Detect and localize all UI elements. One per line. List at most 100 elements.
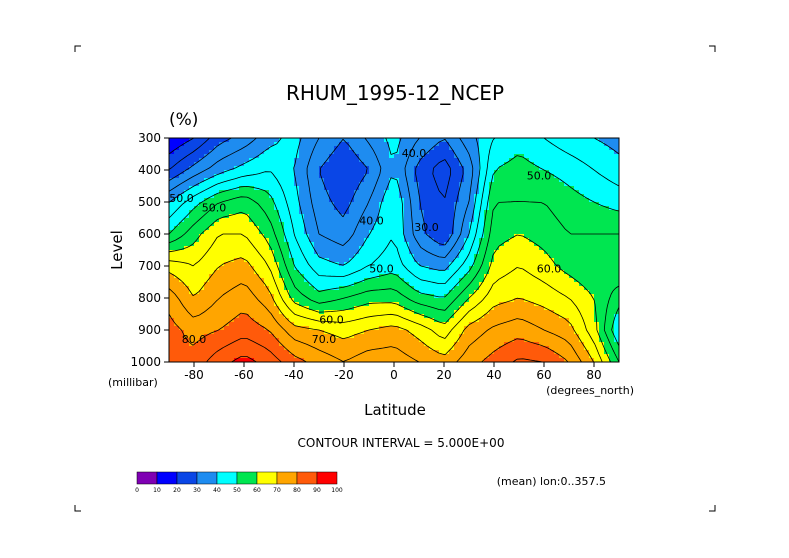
contour-fill-cell <box>229 194 235 199</box>
contour-fill-cell <box>189 346 195 351</box>
contour-fill-cell <box>379 330 385 335</box>
contour-fill-cell <box>494 326 500 331</box>
contour-fill-cell <box>384 282 390 287</box>
contour-fill-cell <box>589 274 595 279</box>
contour-fill-cell <box>179 230 185 235</box>
contour-fill-cell <box>334 294 340 299</box>
contour-fill-cell <box>309 330 315 335</box>
contour-fill-cell <box>384 310 390 315</box>
contour-fill-cell <box>349 282 355 287</box>
contour-fill-cell <box>169 282 175 287</box>
contour-fill-cell <box>609 282 615 287</box>
contour-fill-cell <box>209 202 215 207</box>
contour-fill-cell <box>249 170 255 175</box>
contour-fill-cell <box>529 298 535 303</box>
contour-fill-cell <box>489 346 495 351</box>
contour-fill-cell <box>364 142 370 147</box>
contour-fill-cell <box>189 210 195 215</box>
contour-fill-cell <box>409 346 415 351</box>
contour-fill-cell <box>264 322 270 327</box>
contour-fill-cell <box>339 218 345 223</box>
contour-fill-cell <box>244 358 250 363</box>
contour-fill-cell <box>404 206 410 211</box>
contour-fill-cell <box>254 138 260 143</box>
contour-fill-cell <box>284 158 290 163</box>
contour-fill-cell <box>364 314 370 319</box>
contour-fill-cell <box>229 306 235 311</box>
contour-fill-cell <box>174 298 180 303</box>
contour-fill-cell <box>264 314 270 319</box>
contour-fill-cell <box>459 306 465 311</box>
contour-fill-cell <box>279 226 285 231</box>
contour-fill-cell <box>284 194 290 199</box>
contour-fill-cell <box>589 254 595 259</box>
contour-fill-cell <box>339 222 345 227</box>
contour-fill-cell <box>424 258 430 263</box>
contour-fill-cell <box>309 194 315 199</box>
contour-fill-cell <box>299 270 305 275</box>
contour-fill-cell <box>439 334 445 339</box>
contour-fill-cell <box>354 354 360 359</box>
contour-fill-cell <box>334 230 340 235</box>
contour-fill-cell <box>449 266 455 271</box>
contour-fill-cell <box>549 334 555 339</box>
contour-fill-cell <box>414 286 420 291</box>
contour-fill-cell <box>239 358 245 363</box>
contour-fill-cell <box>509 230 515 235</box>
contour-fill-cell <box>329 218 335 223</box>
contour-fill-cell <box>269 250 275 255</box>
contour-fill-cell <box>469 250 475 255</box>
contour-fill-cell <box>294 230 300 235</box>
contour-fill-cell <box>404 330 410 335</box>
contour-fill-cell <box>174 138 180 143</box>
contour-fill-cell <box>389 302 395 307</box>
contour-fill-cell <box>584 138 590 143</box>
contour-fill-cell <box>494 354 500 359</box>
contour-fill-cell <box>474 290 480 295</box>
contour-fill-cell <box>184 202 190 207</box>
contour-fill-cell <box>514 338 520 343</box>
contour-fill-cell <box>354 162 360 167</box>
contour-fill-cell <box>349 350 355 355</box>
contour-fill-cell <box>589 218 595 223</box>
contour-fill-cell <box>234 242 240 247</box>
contour-fill-cell <box>444 174 450 179</box>
contour-fill-cell <box>249 138 255 143</box>
contour-fill-cell <box>184 166 190 171</box>
contour-fill-cell <box>409 282 415 287</box>
contour-fill-cell <box>409 326 415 331</box>
contour-fill-cell <box>434 322 440 327</box>
contour-fill-cell <box>439 222 445 227</box>
contour-fill-cell <box>279 162 285 167</box>
contour-fill-cell <box>519 226 525 231</box>
contour-fill-cell <box>544 146 550 151</box>
contour-fill-cell <box>324 170 330 175</box>
contour-fill-cell <box>384 182 390 187</box>
contour-fill-cell <box>554 342 560 347</box>
contour-fill-cell <box>344 274 350 279</box>
contour-fill-cell <box>354 202 360 207</box>
contour-fill-cell <box>229 226 235 231</box>
contour-fill-cell <box>244 342 250 347</box>
contour-fill-cell <box>454 262 460 267</box>
contour-fill-cell <box>554 274 560 279</box>
contour-fill-cell <box>424 326 430 331</box>
contour-fill-cell <box>364 354 370 359</box>
contour-fill-cell <box>569 158 575 163</box>
contour-fill-cell <box>174 142 180 147</box>
contour-fill-cell <box>319 290 325 295</box>
contour-fill-cell <box>249 258 255 263</box>
contour-fill-cell <box>274 182 280 187</box>
contour-fill-cell <box>424 226 430 231</box>
contour-fill-cell <box>364 306 370 311</box>
contour-fill-cell <box>589 298 595 303</box>
contour-fill-cell <box>289 222 295 227</box>
contour-fill-cell <box>599 186 605 191</box>
contour-fill-cell <box>279 234 285 239</box>
contour-fill-cell <box>269 278 275 283</box>
contour-fill-cell <box>364 242 370 247</box>
contour-fill-cell <box>489 266 495 271</box>
contour-fill-cell <box>259 330 265 335</box>
contour-fill-cell <box>444 318 450 323</box>
contour-fill-cell <box>324 210 330 215</box>
